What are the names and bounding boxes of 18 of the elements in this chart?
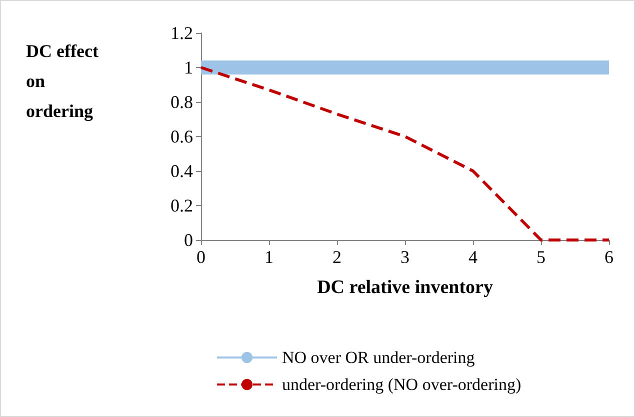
x-tick-label: 3 <box>400 247 410 267</box>
y-axis-title: DC effect on ordering <box>26 41 103 121</box>
y-tick-label: 0.4 <box>170 161 193 181</box>
legend-label: under-ordering (NO over-ordering) <box>282 375 522 394</box>
y-tick-label: 1 <box>184 58 193 78</box>
x-tick-label: 1 <box>264 247 274 267</box>
y-tick-label: 0.8 <box>170 92 193 112</box>
x-tick-label: 2 <box>332 247 342 267</box>
x-tick-label: 5 <box>536 247 546 267</box>
y-tick-label: 0.2 <box>170 196 193 216</box>
y-tick-label: 0 <box>184 230 193 250</box>
x-tick-label: 4 <box>468 247 478 267</box>
y-tick-label: 0.6 <box>170 126 193 146</box>
x-tick-label: 0 <box>196 247 206 267</box>
y-tick-label: 1.2 <box>170 23 193 43</box>
x-tick-label: 6 <box>604 247 614 267</box>
legend-label: NO over OR under-ordering <box>282 348 476 367</box>
x-axis-title: DC relative inventory <box>317 277 494 298</box>
